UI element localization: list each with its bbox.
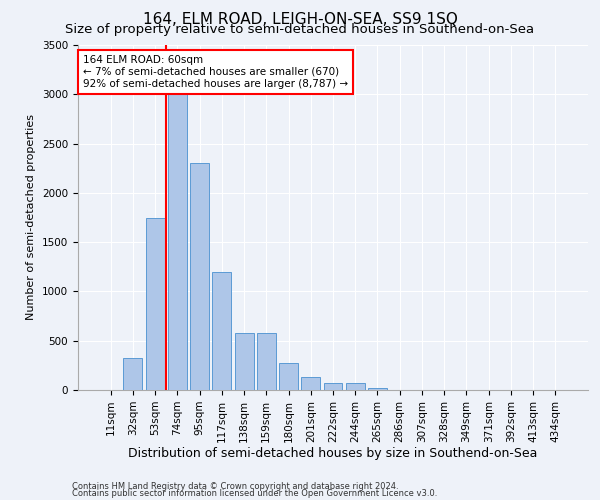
- Bar: [368, 388, 387, 390]
- Y-axis label: Number of semi-detached properties: Number of semi-detached properties: [26, 114, 37, 320]
- Text: Size of property relative to semi-detached houses in Southend-on-Sea: Size of property relative to semi-detach…: [65, 22, 535, 36]
- Bar: [168, 90, 187, 390]
- X-axis label: Distribution of semi-detached houses by size in Southend-on-Sea: Distribution of semi-detached houses by …: [128, 448, 538, 460]
- Bar: [346, 382, 365, 390]
- Bar: [146, 218, 164, 390]
- Text: Contains public sector information licensed under the Open Government Licence v3: Contains public sector information licen…: [72, 490, 437, 498]
- Bar: [301, 377, 320, 390]
- Bar: [279, 364, 298, 390]
- Bar: [323, 382, 343, 390]
- Text: 164 ELM ROAD: 60sqm
← 7% of semi-detached houses are smaller (670)
92% of semi-d: 164 ELM ROAD: 60sqm ← 7% of semi-detache…: [83, 56, 348, 88]
- Bar: [257, 333, 276, 390]
- Bar: [212, 272, 231, 390]
- Bar: [190, 164, 209, 390]
- Bar: [235, 333, 254, 390]
- Text: Contains HM Land Registry data © Crown copyright and database right 2024.: Contains HM Land Registry data © Crown c…: [72, 482, 398, 491]
- Text: 164, ELM ROAD, LEIGH-ON-SEA, SS9 1SQ: 164, ELM ROAD, LEIGH-ON-SEA, SS9 1SQ: [143, 12, 457, 28]
- Bar: [124, 358, 142, 390]
